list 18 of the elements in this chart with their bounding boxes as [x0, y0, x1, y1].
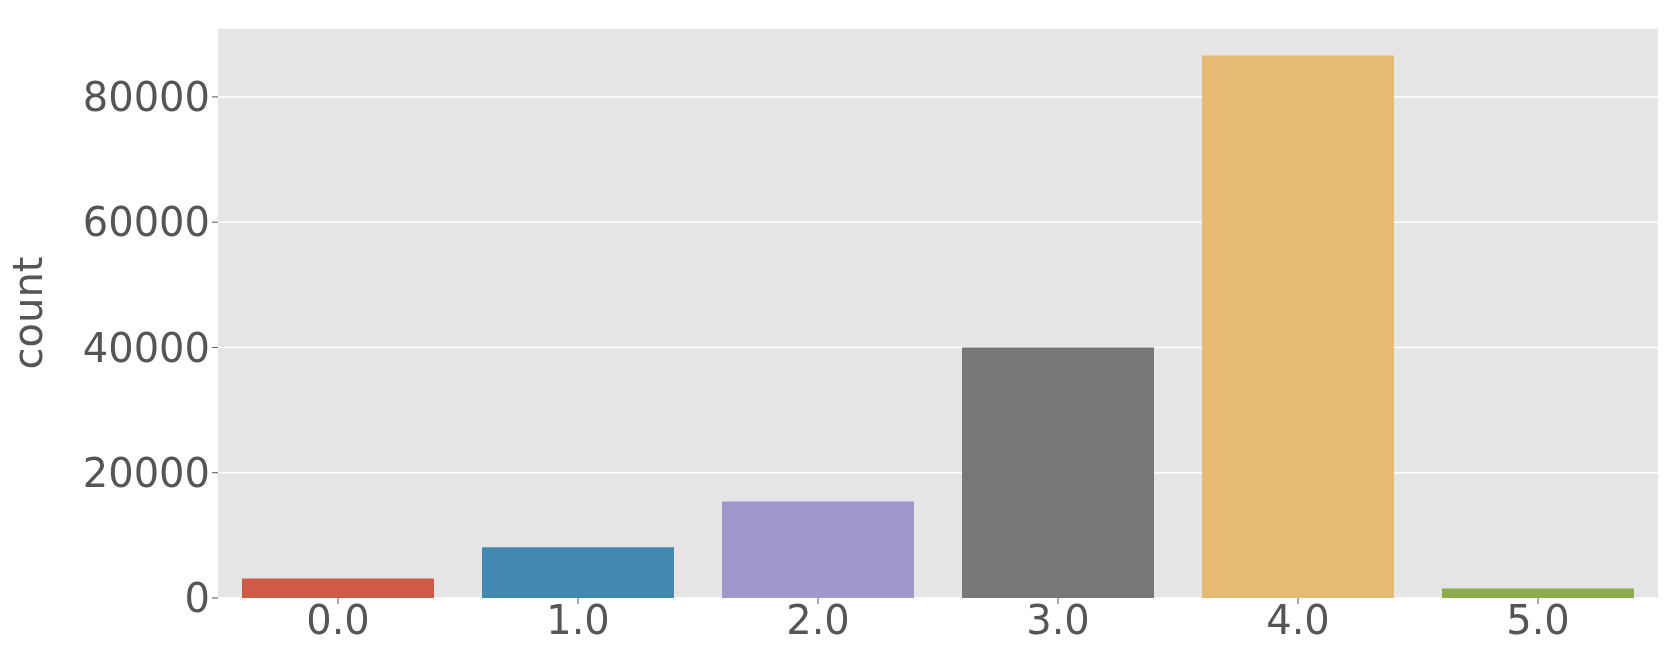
x-tick-label: 3.0 — [1026, 597, 1090, 644]
bar — [1442, 588, 1634, 598]
bar — [242, 578, 434, 598]
bar — [482, 547, 674, 598]
y-tick-label: 20000 — [82, 449, 210, 496]
x-tick-label: 0.0 — [306, 597, 370, 644]
y-tick-label: 40000 — [82, 324, 210, 371]
x-tick-label: 4.0 — [1266, 597, 1330, 644]
bar — [722, 501, 914, 598]
y-tick-label: 80000 — [82, 74, 210, 121]
x-tick-label: 5.0 — [1506, 597, 1570, 644]
x-tick-label: 2.0 — [786, 597, 850, 644]
x-tick-label: 1.0 — [546, 597, 610, 644]
y-axis-title: count — [5, 256, 52, 370]
y-tick-label: 0 — [184, 575, 210, 622]
bar — [962, 347, 1154, 598]
bar — [1202, 55, 1394, 598]
y-tick-label: 60000 — [82, 199, 210, 246]
